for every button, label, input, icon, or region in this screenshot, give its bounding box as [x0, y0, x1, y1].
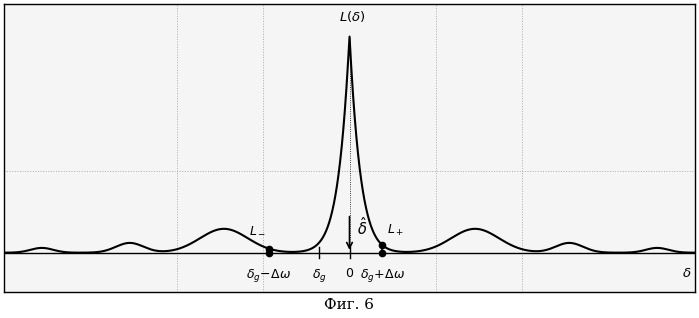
Text: $L_+$: $L_+$ — [387, 223, 404, 238]
Text: $\delta_g$: $\delta_g$ — [312, 267, 327, 284]
Text: $\hat{\delta}$: $\hat{\delta}$ — [357, 216, 367, 238]
Text: Фиг. 6: Фиг. 6 — [324, 298, 375, 312]
Text: $0$: $0$ — [345, 267, 354, 280]
Text: $\delta_g\!-\!\Delta\omega$: $\delta_g\!-\!\Delta\omega$ — [247, 267, 291, 284]
Text: $L_-$: $L_-$ — [249, 223, 266, 236]
Text: $\delta$: $\delta$ — [682, 267, 692, 280]
Text: $\delta_g\!+\!\Delta\omega$: $\delta_g\!+\!\Delta\omega$ — [359, 267, 405, 284]
Text: $L(\delta)$: $L(\delta)$ — [339, 9, 366, 24]
